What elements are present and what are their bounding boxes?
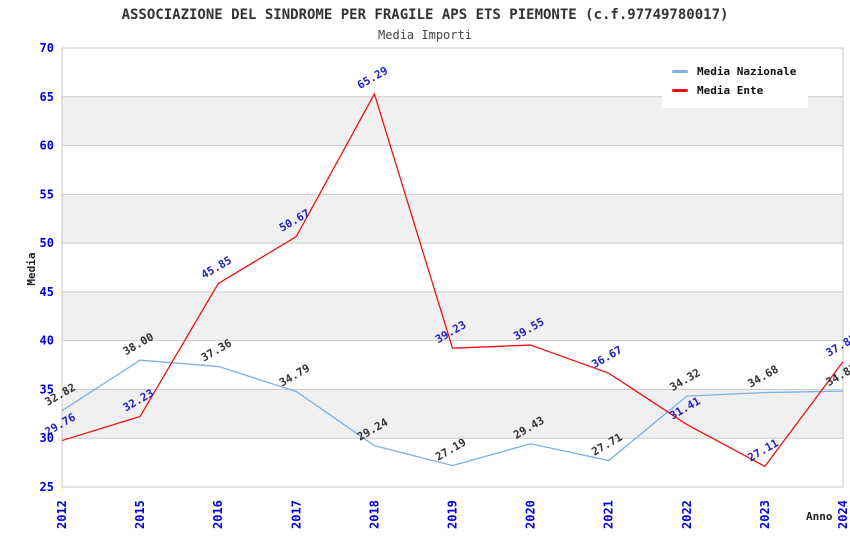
y-tick-label: 50: [40, 236, 54, 250]
x-tick-label: 2022: [680, 500, 694, 529]
x-tick-label: 2024: [836, 500, 850, 529]
plot-band: [62, 291, 843, 341]
legend: Media Nazionale Media Ente: [662, 56, 809, 108]
plot-band: [62, 243, 843, 292]
y-tick-label: 30: [40, 431, 54, 445]
chart-subtitle: Media Importi: [378, 28, 472, 42]
plot-band: [62, 389, 843, 439]
y-tick-label: 25: [40, 480, 54, 494]
plot-band: [62, 194, 843, 244]
x-tick-label: 2021: [602, 500, 616, 529]
x-tick-label: 2023: [758, 500, 772, 529]
x-tick-label: 2018: [367, 500, 381, 529]
plot-band: [62, 438, 843, 487]
y-tick-label: 55: [40, 187, 54, 201]
series-line-media-ente: [61, 92, 844, 468]
y-tick-label: 70: [40, 41, 54, 55]
y-tick-label: 35: [40, 382, 54, 396]
legend-swatch-media-ente-icon: [672, 89, 688, 92]
legend-item-media-ente: Media Ente: [672, 81, 796, 100]
x-tick-label: 2015: [133, 500, 147, 529]
y-tick-label: 45: [40, 285, 54, 299]
x-tick-label: 2012: [55, 500, 69, 529]
plot-border: [61, 47, 844, 488]
chart-title: ASSOCIAZIONE DEL SINDROME PER FRAGILE AP…: [121, 7, 729, 23]
legend-item-media-nazionale: Media Nazionale: [672, 62, 796, 81]
y-tick-label: 65: [40, 90, 54, 104]
y-tick-label: 60: [40, 139, 54, 153]
plot-band: [62, 145, 843, 195]
legend-label-media-nazionale: Media Nazionale: [697, 65, 797, 78]
legend-label-media-ente: Media Ente: [697, 84, 764, 97]
x-tick-label: 2019: [446, 500, 460, 529]
y-tick-label: 40: [40, 334, 54, 348]
x-axis-title: Anno: [806, 510, 833, 523]
series-line-media-nazionale: [61, 359, 844, 467]
legend-swatch-media-nazionale-icon: [672, 70, 688, 73]
x-tick-label: 2020: [524, 500, 538, 529]
x-tick-label: 2016: [211, 500, 225, 529]
x-tick-label: 2017: [289, 500, 303, 529]
